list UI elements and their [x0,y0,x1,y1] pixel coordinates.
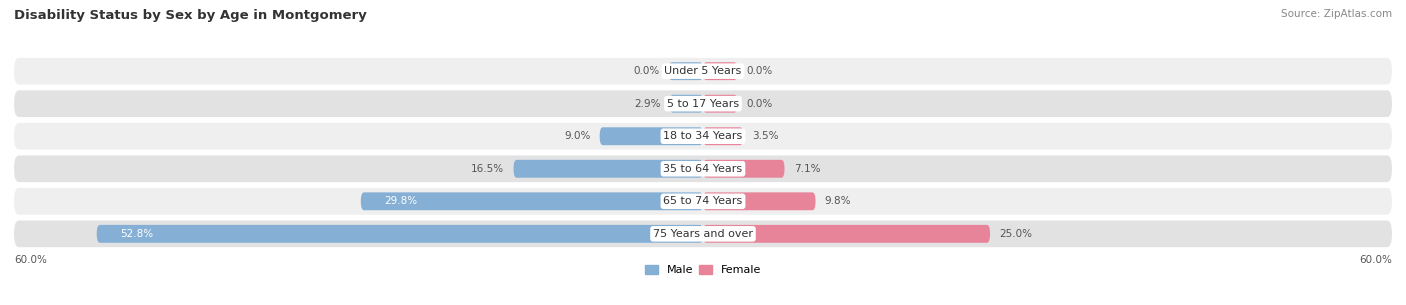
Text: 60.0%: 60.0% [1360,255,1392,265]
Text: 52.8%: 52.8% [120,229,153,239]
Text: 9.8%: 9.8% [825,196,851,206]
FancyBboxPatch shape [703,160,785,178]
Text: 18 to 34 Years: 18 to 34 Years [664,131,742,141]
Text: 7.1%: 7.1% [794,164,820,174]
FancyBboxPatch shape [14,188,1392,215]
Text: 25.0%: 25.0% [1000,229,1032,239]
Text: 35 to 64 Years: 35 to 64 Years [664,164,742,174]
Text: 60.0%: 60.0% [14,255,46,265]
FancyBboxPatch shape [703,192,815,210]
FancyBboxPatch shape [703,127,744,145]
FancyBboxPatch shape [703,95,738,113]
Text: 29.8%: 29.8% [384,196,418,206]
Legend: Male, Female: Male, Female [640,260,766,280]
FancyBboxPatch shape [14,58,1392,84]
Text: 0.0%: 0.0% [633,66,659,76]
Text: Under 5 Years: Under 5 Years [665,66,741,76]
FancyBboxPatch shape [703,62,738,80]
Text: 9.0%: 9.0% [564,131,591,141]
Text: 65 to 74 Years: 65 to 74 Years [664,196,742,206]
Text: 0.0%: 0.0% [747,66,773,76]
FancyBboxPatch shape [14,156,1392,182]
Text: 5 to 17 Years: 5 to 17 Years [666,99,740,109]
FancyBboxPatch shape [513,160,703,178]
Text: 2.9%: 2.9% [634,99,661,109]
Text: Disability Status by Sex by Age in Montgomery: Disability Status by Sex by Age in Montg… [14,9,367,22]
FancyBboxPatch shape [97,225,703,243]
FancyBboxPatch shape [14,221,1392,247]
FancyBboxPatch shape [669,62,703,80]
Text: Source: ZipAtlas.com: Source: ZipAtlas.com [1281,9,1392,19]
FancyBboxPatch shape [361,192,703,210]
Text: 16.5%: 16.5% [471,164,505,174]
Text: 0.0%: 0.0% [747,99,773,109]
FancyBboxPatch shape [669,95,703,113]
Text: 75 Years and over: 75 Years and over [652,229,754,239]
Text: 3.5%: 3.5% [752,131,779,141]
FancyBboxPatch shape [703,225,990,243]
FancyBboxPatch shape [599,127,703,145]
FancyBboxPatch shape [14,90,1392,117]
FancyBboxPatch shape [14,123,1392,149]
